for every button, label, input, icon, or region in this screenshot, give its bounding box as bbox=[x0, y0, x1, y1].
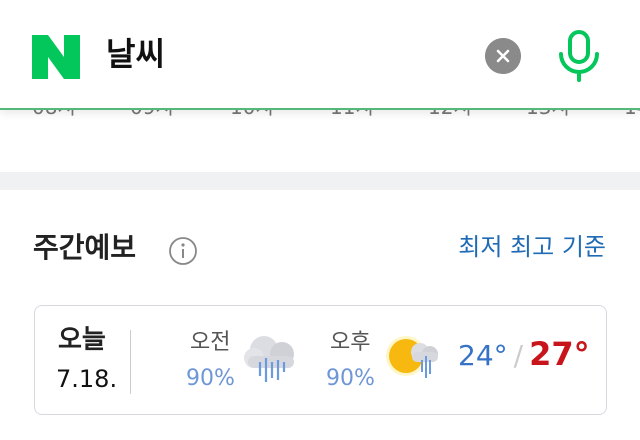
section-title: 주간예보 bbox=[33, 231, 137, 264]
pm-rain-chance: 90% bbox=[326, 366, 375, 391]
naver-logo[interactable] bbox=[32, 35, 80, 79]
info-icon[interactable] bbox=[168, 236, 198, 266]
day-label: 오늘 bbox=[58, 325, 106, 355]
am-rain-chance: 90% bbox=[186, 366, 235, 391]
sun-cloud-rain-icon bbox=[386, 336, 438, 378]
microphone-icon[interactable] bbox=[555, 30, 603, 82]
search-header: 날씨 bbox=[0, 0, 640, 110]
temp-separator: / bbox=[513, 339, 524, 372]
section-divider bbox=[0, 172, 640, 190]
search-input[interactable]: 날씨 bbox=[106, 35, 165, 73]
date-label: 7.18. bbox=[56, 365, 118, 393]
pm-label: 오후 bbox=[330, 330, 371, 355]
divider bbox=[130, 330, 131, 394]
am-label: 오전 bbox=[190, 330, 231, 355]
minmax-toggle[interactable]: 최저 최고 기준 bbox=[458, 233, 606, 261]
temperature-range: 24° / 27° bbox=[458, 336, 590, 373]
day-forecast-card[interactable] bbox=[34, 305, 607, 415]
low-temp: 24° bbox=[458, 339, 508, 372]
rain-cloud-icon bbox=[244, 336, 294, 382]
high-temp: 27° bbox=[529, 335, 590, 373]
close-icon[interactable] bbox=[485, 38, 521, 74]
